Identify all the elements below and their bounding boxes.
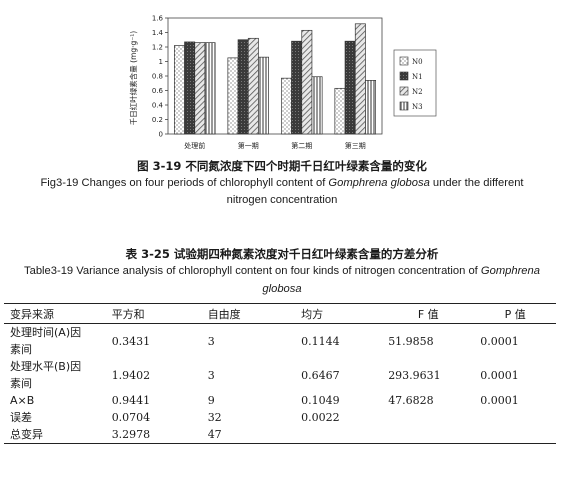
table-row: 处理时间(A)因 素间 0.3431 3 0.1144 51.9858 0.000…: [4, 324, 556, 359]
y-tick-label: 0.4: [152, 102, 164, 110]
figure-caption-en-post: under the different: [429, 177, 524, 189]
figure-caption-en-species: Gomphrena globosa: [328, 177, 430, 189]
table-caption-en: Table3-19 Variance analysis of chlorophy…: [0, 265, 564, 277]
cell-df: 9: [207, 394, 215, 407]
cell-source: 处理时间(A)因 素间: [4, 324, 106, 359]
cell-source: 误差: [10, 411, 32, 424]
bar-n3: [311, 76, 323, 135]
legend-label-n3: N3: [412, 103, 423, 111]
table-caption-en-pre: Table3-19 Variance analysis of chlorophy…: [24, 265, 481, 277]
bar-n0: [227, 57, 239, 135]
y-tick-label: 1.2: [152, 44, 163, 52]
cell-p: [474, 409, 556, 426]
cell-ms: 0.1049: [301, 394, 340, 407]
bar-n2: [194, 42, 206, 135]
cell-df: 47: [201, 426, 296, 444]
table-header-row: 变异来源 平方和 自由度 均方 F 值 P 值: [4, 303, 556, 324]
table-row: 误差 0.0704 32 0.0022: [4, 409, 556, 426]
y-tick-label: 1.4: [152, 29, 164, 37]
source-line1: 处理时间(A)因: [10, 326, 82, 339]
header-f: F 值: [382, 303, 475, 324]
cell-df: 3: [207, 334, 215, 348]
y-tick-label: 0.2: [152, 116, 163, 124]
legend-swatch-n3: [399, 101, 409, 111]
x-tick-label: 第一期: [238, 141, 259, 150]
figure-caption-zh: 图 3-19 不同氮浓度下四个时期千日红叶绿素含量的变化: [137, 159, 427, 173]
cell-f: [382, 409, 474, 426]
y-tick-label: 1: [159, 58, 163, 66]
cell-ss: 3.2978: [105, 426, 202, 444]
figure-caption-en-pre: Fig3-19 Changes on four periods of chlor…: [40, 177, 329, 189]
legend-label-n0: N0: [412, 58, 423, 66]
bar-n2: [247, 37, 259, 135]
cell-ms: [295, 426, 383, 444]
bar-n3: [204, 42, 216, 135]
source-line1: 处理水平(B)因: [10, 360, 82, 373]
table-caption-en-line2: globosa: [262, 283, 302, 295]
cell-df: 3: [207, 368, 215, 382]
header-df: 自由度: [201, 303, 296, 324]
y-axis-label: 千日红叶绿素含量 (mg·g⁻¹): [128, 31, 138, 125]
table-row: A×B 0.9441 9 0.1049 47.6828 0.0001: [4, 392, 556, 409]
bar-n1: [237, 39, 249, 135]
table-caption-en-species: Gomphrena: [480, 265, 540, 277]
cell-ss: 1.9402: [111, 368, 151, 382]
figure-caption-en: Fig3-19 Changes on four periods of chlor…: [0, 177, 564, 189]
legend-label-n1: N1: [412, 73, 423, 81]
cell-f: 47.6828: [388, 394, 434, 407]
cell-df: 32: [207, 411, 222, 424]
bar-n3: [365, 79, 376, 135]
figure-caption-en-line2: nitrogen concentration: [226, 194, 338, 206]
cell-source: 总变异: [4, 426, 106, 444]
legend-swatch-n1: [399, 71, 409, 81]
legend-swatch-n0: [399, 56, 409, 66]
cell-ms: 0.1144: [301, 334, 340, 348]
header-ss: 平方和: [105, 303, 202, 324]
bar-n2: [354, 23, 366, 135]
y-tick-label: 1.6: [152, 15, 164, 23]
table-caption-zh: 表 3-25 试验期四种氮素浓度对千日红叶绿素含量的方差分析: [125, 247, 439, 261]
source-line2: 素间: [10, 377, 32, 390]
table-row: 处理水平(B)因 素间 1.9402 3 0.6467 293.9631 0.00…: [4, 358, 556, 392]
y-tick-label: 0: [159, 131, 163, 139]
bar-n0: [334, 87, 346, 135]
legend-swatch-n2: [399, 86, 409, 96]
chart-svg: 千日红叶绿素含量 (mg·g⁻¹) 0 0.2 0.4 0.6 0.8 1 1.2 1.4 1.…: [128, 15, 437, 150]
cell-p: 0.0001: [480, 334, 519, 348]
cell-ss: 0.9441: [111, 394, 151, 407]
chlorophyll-bar-chart: 千日红叶绿素含量 (mg·g⁻¹) 0 0.2 0.4 0.6 0.8 1 1.2 1.4 1.…: [118, 6, 448, 154]
bar-n2: [301, 29, 313, 135]
cell-f: 293.9631: [388, 368, 441, 382]
x-tick-label: 第二期: [291, 141, 312, 150]
cell-ms: 0.6467: [301, 368, 340, 382]
bar-n1: [291, 40, 303, 135]
bar-n0: [281, 77, 292, 135]
bar-n1: [184, 41, 196, 135]
x-tick-label: 处理前: [184, 141, 205, 150]
header-source: 变异来源: [4, 303, 106, 324]
y-tick-label: 0.6: [152, 87, 164, 95]
variance-analysis-table: 变异来源 平方和 自由度 均方 F 值 P 值 处理时间(A)因 素间 0.343…: [4, 303, 556, 444]
cell-source: 处理水平(B)因 素间: [4, 358, 106, 392]
cell-ms: 0.0022: [301, 411, 340, 424]
header-ms: 均方: [295, 303, 383, 324]
cell-ss: 0.0704: [111, 411, 151, 424]
legend-label-n2: N2: [412, 88, 423, 96]
cell-source: A×B: [10, 394, 35, 407]
cell-p: 0.0001: [480, 394, 519, 407]
bar-n0: [173, 45, 185, 135]
y-tick-label: 0.8: [152, 73, 163, 81]
table-row: 总变异 3.2978 47: [4, 426, 556, 444]
bar-n1: [344, 40, 356, 135]
cell-p: 0.0001: [480, 368, 519, 382]
source-line2: 素间: [10, 343, 32, 356]
cell-p: [474, 426, 556, 444]
x-tick-label: 第三期: [345, 141, 366, 150]
header-p: P 值: [474, 303, 556, 324]
cell-ss: 0.3431: [111, 334, 151, 348]
cell-f: 51.9858: [388, 334, 434, 348]
cell-f: [382, 426, 475, 444]
bar-n3: [258, 56, 269, 135]
